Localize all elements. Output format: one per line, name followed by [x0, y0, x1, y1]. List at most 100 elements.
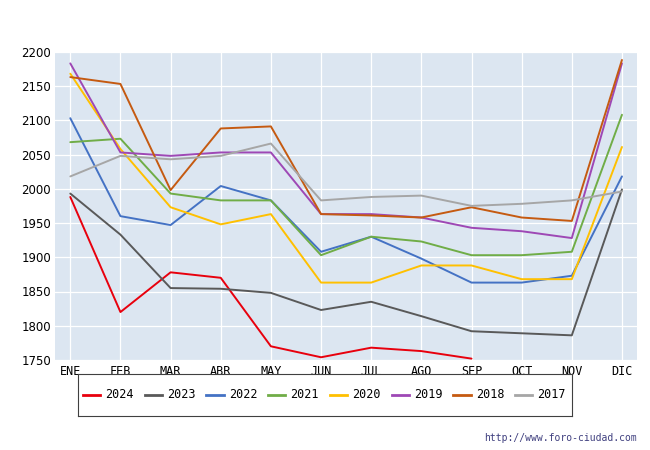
- 2021: [217, 198, 225, 203]
- 2022: [66, 116, 74, 121]
- 2022: [417, 256, 425, 261]
- 2022: [166, 222, 174, 228]
- 2021: [66, 140, 74, 145]
- 2018: [166, 187, 174, 193]
- 2021: [317, 252, 325, 258]
- 2018: [66, 74, 74, 80]
- 2022: [367, 234, 375, 239]
- 2017: [518, 201, 526, 207]
- Text: 2024: 2024: [105, 388, 134, 401]
- 2020: [518, 276, 526, 282]
- 2017: [367, 194, 375, 200]
- 2021: [367, 234, 375, 239]
- 2019: [116, 150, 124, 155]
- 2020: [217, 222, 225, 227]
- 2021: [166, 191, 174, 196]
- 2021: [116, 136, 124, 141]
- 2024: [317, 355, 325, 360]
- 2020: [317, 280, 325, 285]
- 2023: [467, 328, 475, 334]
- 2024: [467, 356, 475, 361]
- Line: 2023: 2023: [70, 189, 622, 335]
- 2022: [116, 213, 124, 219]
- Line: 2021: 2021: [70, 115, 622, 255]
- 2024: [217, 275, 225, 280]
- 2018: [317, 212, 325, 217]
- Text: http://www.foro-ciudad.com: http://www.foro-ciudad.com: [484, 433, 637, 443]
- 2020: [568, 276, 576, 282]
- 2017: [417, 193, 425, 198]
- Text: 2017: 2017: [538, 388, 566, 401]
- 2019: [518, 229, 526, 234]
- 2020: [66, 71, 74, 76]
- Text: 2021: 2021: [291, 388, 319, 401]
- 2023: [267, 290, 275, 296]
- Line: 2020: 2020: [70, 74, 622, 283]
- 2021: [467, 252, 475, 258]
- Text: 2020: 2020: [352, 388, 381, 401]
- 2023: [116, 232, 124, 237]
- 2018: [568, 218, 576, 224]
- 2017: [267, 141, 275, 146]
- 2021: [417, 239, 425, 244]
- 2020: [367, 280, 375, 285]
- 2022: [618, 174, 626, 179]
- 2021: [568, 249, 576, 254]
- 2023: [317, 307, 325, 313]
- Line: 2024: 2024: [70, 197, 471, 359]
- 2017: [317, 198, 325, 203]
- 2018: [267, 124, 275, 129]
- 2019: [267, 150, 275, 155]
- 2022: [518, 280, 526, 285]
- 2022: [317, 249, 325, 254]
- 2022: [467, 280, 475, 285]
- 2023: [417, 314, 425, 319]
- 2018: [417, 215, 425, 220]
- 2019: [217, 150, 225, 155]
- 2022: [267, 198, 275, 203]
- 2018: [217, 126, 225, 131]
- 2019: [66, 61, 74, 66]
- Text: 2018: 2018: [476, 388, 504, 401]
- 2023: [618, 187, 626, 192]
- 2017: [467, 203, 475, 209]
- 2017: [618, 189, 626, 194]
- 2019: [618, 61, 626, 66]
- Text: 2022: 2022: [229, 388, 257, 401]
- 2017: [116, 153, 124, 158]
- 2024: [367, 345, 375, 351]
- 2018: [467, 205, 475, 210]
- 2017: [66, 174, 74, 179]
- 2021: [618, 112, 626, 117]
- 2024: [417, 348, 425, 354]
- 2023: [217, 286, 225, 292]
- 2017: [217, 153, 225, 158]
- 2018: [116, 81, 124, 87]
- 2019: [568, 235, 576, 241]
- Text: 2023: 2023: [167, 388, 196, 401]
- 2018: [518, 215, 526, 220]
- 2022: [568, 273, 576, 279]
- 2020: [267, 212, 275, 217]
- 2023: [518, 331, 526, 336]
- Line: 2019: 2019: [70, 63, 622, 238]
- 2021: [267, 198, 275, 203]
- 2023: [166, 285, 174, 291]
- Text: Afiliados en Montefrío a 30/9/2024: Afiliados en Montefrío a 30/9/2024: [140, 14, 510, 33]
- 2018: [367, 213, 375, 218]
- 2019: [166, 153, 174, 158]
- 2023: [367, 299, 375, 305]
- Line: 2017: 2017: [70, 144, 622, 206]
- 2022: [217, 183, 225, 189]
- Line: 2018: 2018: [70, 60, 622, 221]
- 2018: [618, 57, 626, 63]
- 2023: [66, 191, 74, 196]
- Text: 2019: 2019: [414, 388, 443, 401]
- 2017: [166, 157, 174, 162]
- 2021: [518, 252, 526, 258]
- 2024: [116, 309, 124, 315]
- 2019: [467, 225, 475, 230]
- 2024: [66, 194, 74, 200]
- 2024: [166, 270, 174, 275]
- 2020: [166, 205, 174, 210]
